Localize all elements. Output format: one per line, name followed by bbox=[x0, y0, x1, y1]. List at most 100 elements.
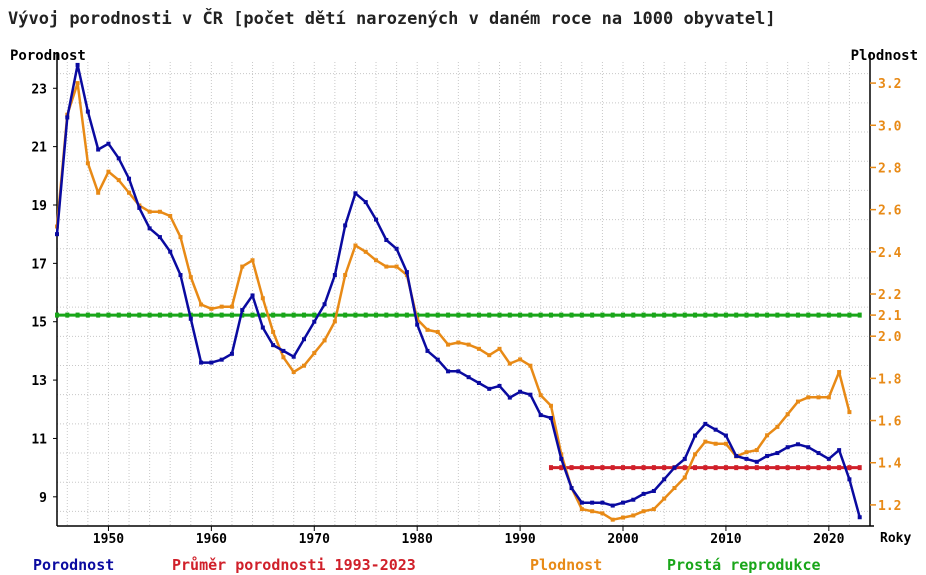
data-point bbox=[199, 360, 204, 365]
reference-marker bbox=[744, 465, 749, 471]
reference-marker bbox=[631, 312, 636, 318]
data-point bbox=[497, 346, 502, 351]
data-point bbox=[518, 357, 523, 362]
data-point bbox=[538, 393, 543, 398]
reference-marker bbox=[734, 312, 739, 318]
data-point bbox=[610, 503, 615, 508]
reference-marker bbox=[621, 312, 626, 318]
reference-marker bbox=[487, 312, 492, 318]
reference-marker bbox=[826, 465, 831, 471]
data-point bbox=[723, 433, 728, 438]
data-point bbox=[497, 383, 502, 388]
reference-marker bbox=[178, 312, 183, 318]
x-tick-label: 1980 bbox=[402, 532, 433, 547]
data-point bbox=[765, 453, 770, 458]
data-point bbox=[116, 178, 121, 183]
data-point bbox=[374, 258, 379, 263]
reference-marker bbox=[384, 312, 389, 318]
data-point bbox=[106, 141, 111, 146]
chart-title: Vývoj porodnosti v ČR [počet dětí naroze… bbox=[8, 7, 776, 29]
y-right-tick-label: 2.6 bbox=[878, 204, 902, 219]
reference-marker bbox=[209, 312, 214, 318]
data-point bbox=[301, 337, 306, 342]
data-point bbox=[199, 302, 204, 307]
reference-marker bbox=[579, 465, 584, 471]
data-point bbox=[219, 357, 224, 362]
data-point bbox=[744, 456, 749, 461]
data-point bbox=[75, 62, 80, 67]
data-point bbox=[394, 246, 399, 251]
data-point bbox=[765, 433, 770, 438]
data-point bbox=[343, 273, 348, 278]
data-point bbox=[723, 441, 728, 446]
data-point bbox=[641, 509, 646, 514]
data-point bbox=[250, 293, 255, 298]
y-right-tick-label: 1.8 bbox=[878, 372, 902, 387]
y-right-tick-label: 2.1 bbox=[878, 309, 902, 324]
data-point bbox=[147, 226, 152, 231]
legend: Porodnost Průměr porodnosti 1993-2023 Plod… bbox=[33, 556, 821, 574]
reference-marker bbox=[837, 312, 842, 318]
x-tick-label: 2010 bbox=[710, 532, 741, 547]
data-point bbox=[507, 361, 512, 366]
legend-item: Porodnost bbox=[33, 556, 114, 574]
reference-marker bbox=[590, 312, 595, 318]
reference-marker bbox=[106, 312, 111, 318]
data-point bbox=[744, 450, 749, 455]
data-point bbox=[168, 249, 173, 254]
reference-marker bbox=[425, 312, 430, 318]
reference-marker bbox=[250, 312, 255, 318]
data-point bbox=[847, 477, 852, 482]
reference-marker bbox=[291, 312, 296, 318]
data-point bbox=[621, 500, 626, 505]
data-point bbox=[816, 395, 821, 400]
reference-marker bbox=[127, 312, 132, 318]
reference-marker bbox=[775, 312, 780, 318]
data-point bbox=[343, 223, 348, 228]
data-point bbox=[260, 325, 265, 330]
reference-marker bbox=[497, 312, 502, 318]
data-point bbox=[435, 329, 440, 334]
data-point bbox=[785, 412, 790, 417]
data-point bbox=[229, 351, 234, 356]
reference-marker bbox=[281, 312, 286, 318]
data-point bbox=[168, 213, 173, 218]
data-point bbox=[127, 176, 132, 181]
reference-marker bbox=[682, 465, 687, 471]
data-point bbox=[178, 273, 183, 278]
data-point bbox=[353, 243, 358, 248]
data-point bbox=[301, 363, 306, 368]
reference-marker bbox=[528, 312, 533, 318]
x-tick-label: 2000 bbox=[607, 532, 638, 547]
reference-marker bbox=[600, 465, 605, 471]
data-point bbox=[837, 448, 842, 453]
y-left-tick-label: 13 bbox=[31, 374, 47, 389]
data-point bbox=[404, 270, 409, 275]
data-point bbox=[322, 338, 327, 343]
reference-marker bbox=[672, 312, 677, 318]
reference-marker bbox=[507, 312, 512, 318]
reference-marker bbox=[693, 312, 698, 318]
data-point bbox=[672, 486, 677, 491]
y-right-tick-label: 1.2 bbox=[878, 499, 901, 514]
data-point bbox=[384, 264, 389, 269]
data-point bbox=[65, 115, 70, 120]
data-point bbox=[538, 413, 543, 418]
reference-marker bbox=[85, 312, 90, 318]
data-point bbox=[651, 507, 656, 512]
data-point bbox=[754, 459, 759, 464]
data-point bbox=[528, 363, 533, 368]
reference-marker bbox=[775, 465, 780, 471]
data-point bbox=[446, 342, 451, 347]
data-point bbox=[85, 109, 90, 114]
reference-marker bbox=[837, 465, 842, 471]
data-point bbox=[55, 232, 59, 237]
data-point bbox=[106, 169, 111, 174]
data-point bbox=[435, 357, 440, 362]
data-point bbox=[795, 399, 800, 404]
data-point bbox=[651, 488, 656, 493]
data-point bbox=[466, 375, 471, 380]
y-right-tick-label: 2.2 bbox=[878, 288, 901, 303]
axes-layer: 9 11 13 15 17 19 21 23 1.2 1.4 1.6 1.8 2.0 2.1 2.2 2.4 2… bbox=[31, 52, 902, 547]
